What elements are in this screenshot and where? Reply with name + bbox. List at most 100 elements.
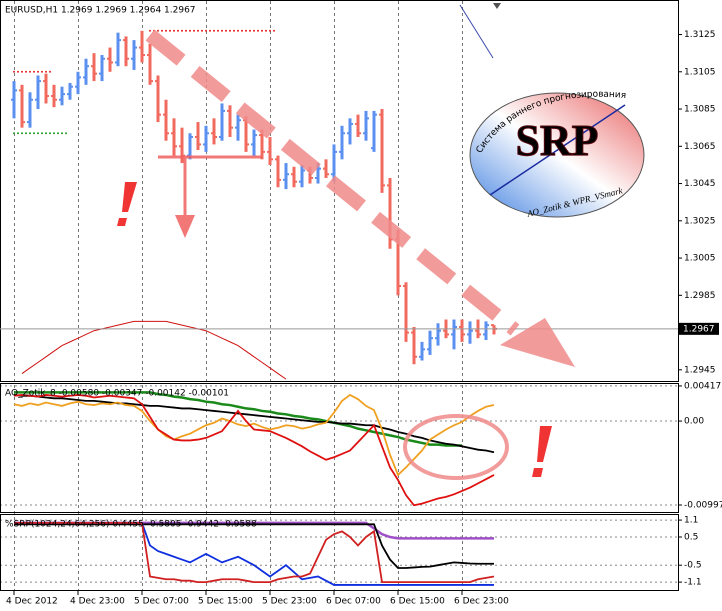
level-dot (45, 70, 47, 73)
x-tick-label: 6 Dec 23:00 (454, 597, 509, 607)
axes-layer: EURUSD,H1 1.2969 1.2969 1.2964 1.2967 1.3… (5, 6, 722, 607)
y-tick-label: 1.3005 (684, 254, 716, 264)
main-panel (0, 0, 679, 382)
level-dot (261, 29, 263, 32)
trend-line (459, 4, 494, 59)
series-line (13, 394, 495, 507)
level-dot (25, 70, 27, 73)
level-dot (265, 29, 267, 32)
y-tick-label: 1.2985 (684, 291, 716, 301)
level-dot (13, 132, 15, 135)
level-dot (17, 70, 19, 73)
level-dot (149, 29, 151, 32)
x-tick-label: 6 Dec 15:00 (390, 597, 445, 607)
level-dot (189, 29, 191, 32)
level-dot (249, 29, 251, 32)
series-line (14, 523, 494, 569)
y-tick-label: 1.1 (684, 516, 698, 526)
level-dot (237, 29, 239, 32)
level-dot (221, 29, 223, 32)
logo-ellipse (469, 92, 645, 218)
level-dot (65, 132, 67, 135)
level-dot (185, 29, 187, 32)
level-dot (197, 29, 199, 32)
y-tick-label: 1.3045 (684, 179, 716, 189)
level-dot (177, 29, 179, 32)
trend-arrow (145, 29, 520, 336)
level-dot (225, 29, 227, 32)
logo-arrow (489, 104, 626, 196)
level-dot (209, 29, 211, 32)
highlight-ring (403, 414, 509, 480)
annotations (117, 3, 575, 480)
level-dot (217, 29, 219, 32)
x-tick-label: 4 Dec 2012 (6, 597, 58, 607)
y-tick-label: -0.5 (684, 561, 702, 571)
x-tick-label: 4 Dec 23:00 (70, 597, 125, 607)
level-dot (181, 29, 183, 32)
level-dot (45, 132, 47, 135)
y-tick-label: 1.3105 (684, 67, 716, 77)
y-tick-label: 0.00 (684, 417, 704, 427)
level-dot (269, 29, 271, 32)
y-tick-label: -0.00997 (684, 501, 722, 511)
series-line (13, 394, 495, 454)
level-dot (233, 29, 235, 32)
level-dot (37, 70, 39, 73)
level-dot (13, 70, 15, 73)
level-dot (173, 29, 175, 32)
level-dot (29, 70, 31, 73)
level-dot (21, 132, 23, 135)
x-tick-label: 5 Dec 07:00 (134, 597, 189, 607)
price-box (679, 322, 719, 335)
level-dot (49, 70, 51, 73)
series-line (14, 391, 462, 447)
level-dot (37, 132, 39, 135)
down-arrow-head (175, 215, 195, 238)
panel-title: %SRP(1024,24,64,256) 0.4455 -0.5805 -0.9… (5, 520, 257, 530)
level-dot (213, 29, 215, 32)
y-tick-label: 1.3025 (684, 216, 716, 226)
level-dot (169, 29, 171, 32)
level-dot (165, 29, 167, 32)
level-dot (273, 29, 275, 32)
level-dot (205, 29, 207, 32)
level-dot (41, 132, 43, 135)
y-tick-label: 1.3125 (684, 30, 716, 40)
level-dot (17, 132, 19, 135)
level-dot (201, 29, 203, 32)
level-dot (53, 132, 55, 135)
level-dot (229, 29, 231, 32)
level-dot (29, 132, 31, 135)
level-dot (61, 132, 63, 135)
level-dot (21, 70, 23, 73)
trend-arrow-head (500, 318, 575, 367)
series-line (14, 521, 495, 584)
level-dot (241, 29, 243, 32)
grid-layer (0, 1, 678, 590)
level-dot (57, 132, 59, 135)
srp-panel (0, 514, 679, 591)
logo-title: SRP (515, 116, 598, 165)
series-line (13, 393, 495, 477)
exclamation (117, 182, 137, 226)
y-tick-label: 1.3085 (684, 105, 716, 115)
level-dot (161, 29, 163, 32)
panel-title: EURUSD,H1 1.2969 1.2969 1.2964 1.2967 (5, 6, 196, 16)
level-dot (253, 29, 255, 32)
level-dot (193, 29, 195, 32)
level-dot (257, 29, 259, 32)
x-tick-label: 6 Dec 07:00 (326, 597, 381, 607)
ao-plot (13, 391, 495, 507)
panel-title: AO_Zotik_8 -0.00580 -0.00347 -0.00142 -0… (5, 389, 229, 399)
main-plot (0, 29, 678, 380)
level-dot (49, 132, 51, 135)
exclamation (532, 426, 552, 477)
level-dot (41, 70, 43, 73)
y-tick-label: 1.2945 (684, 365, 716, 375)
srp-plot (14, 521, 495, 586)
y-tick-label: 0.5 (684, 532, 698, 542)
level-dot (33, 70, 35, 73)
x-tick-label: 5 Dec 15:00 (198, 597, 253, 607)
